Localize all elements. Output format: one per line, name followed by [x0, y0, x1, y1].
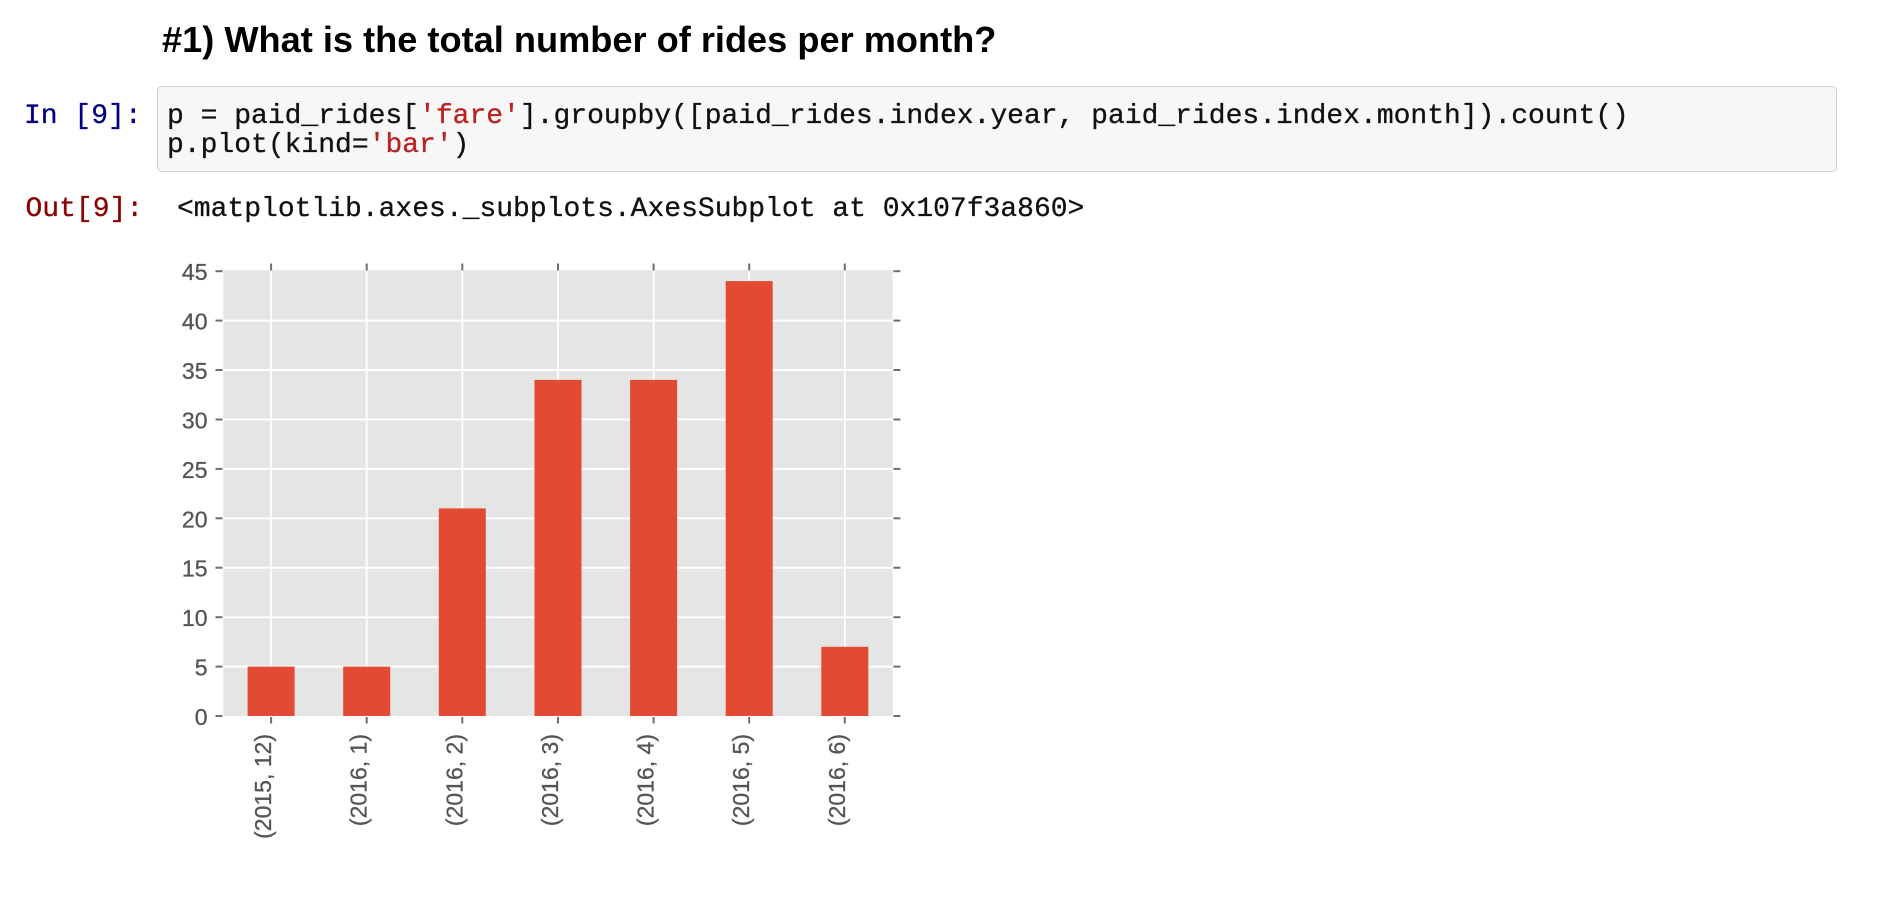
- svg-text:40: 40: [182, 309, 208, 335]
- svg-text:(2016, 4): (2016, 4): [633, 734, 659, 826]
- svg-text:(2016, 5): (2016, 5): [728, 734, 754, 826]
- svg-text:20: 20: [182, 506, 208, 532]
- svg-text:25: 25: [182, 457, 208, 483]
- svg-text:0: 0: [195, 704, 208, 730]
- svg-text:30: 30: [182, 408, 208, 434]
- svg-text:5: 5: [195, 655, 208, 681]
- svg-text:(2016, 3): (2016, 3): [537, 734, 563, 826]
- svg-text:(2016, 1): (2016, 1): [346, 734, 372, 826]
- svg-text:35: 35: [182, 358, 208, 384]
- svg-text:45: 45: [182, 259, 208, 285]
- svg-text:(2015, 12): (2015, 12): [250, 734, 276, 839]
- svg-text:15: 15: [182, 556, 208, 582]
- svg-text:(2016, 6): (2016, 6): [824, 734, 850, 826]
- svg-text:(2016, 2): (2016, 2): [441, 734, 467, 826]
- svg-text:10: 10: [182, 605, 208, 631]
